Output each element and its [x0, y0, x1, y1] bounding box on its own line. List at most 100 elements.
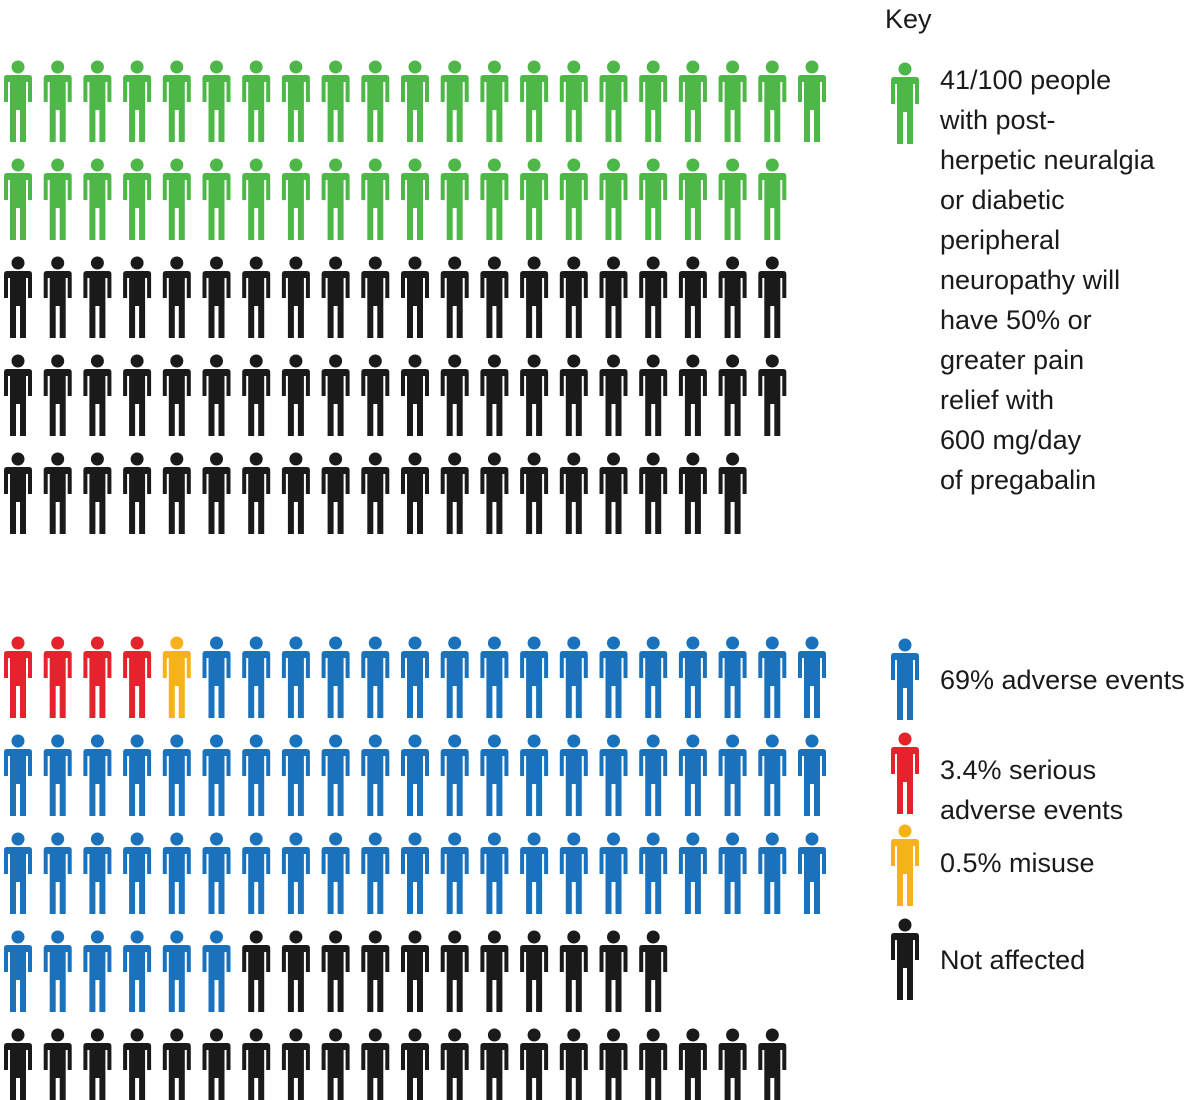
person-icon-chart1-44: [83, 256, 112, 338]
person-icon-chart2-96: [599, 1028, 628, 1100]
person-icon-chart2-7: [242, 636, 271, 718]
person-icon-chart2-25: [123, 734, 152, 816]
person-icon: [891, 824, 919, 906]
person-icon-chart1-43: [43, 256, 72, 338]
person-icon-chart2-23: [43, 734, 72, 816]
person-icon-chart1-5: [162, 60, 191, 142]
person-icon-chart1-68: [242, 354, 271, 436]
person-icon-chart1-41: [758, 158, 787, 240]
person-icon-chart2-61: [718, 832, 747, 914]
person-icon-chart1-48: [242, 256, 271, 338]
person-icon-chart1-6: [202, 60, 231, 142]
person-icon-chart1-62: [4, 354, 32, 436]
person-icon-chart2-19: [718, 636, 747, 718]
person-icon-chart2-4: [123, 636, 152, 718]
person-icon-chart2-73: [361, 930, 390, 1012]
person-icon-chart1-90: [321, 452, 350, 534]
person-icon-chart2-12: [440, 636, 469, 718]
person-icon-chart2-85: [162, 1028, 191, 1100]
person-icon-chart1-30: [321, 158, 350, 240]
person-icon-chart2-62: [758, 832, 787, 914]
key-label-adverse-events: 69% adverse events: [940, 665, 1185, 695]
person-icon: [891, 62, 919, 144]
person-icon: [891, 638, 919, 720]
person-icon-chart1-11: [401, 60, 429, 142]
person-icon-chart2-10: [361, 636, 390, 718]
person-icon-chart2-34: [480, 734, 509, 816]
person-icon-chart1-79: [678, 354, 707, 436]
person-icon-chart2-66: [83, 930, 112, 1012]
person-icon-chart1-23: [43, 158, 72, 240]
person-icon-chart1-57: [599, 256, 628, 338]
person-icon-chart1-65: [123, 354, 152, 436]
person-icon-chart1-80: [718, 354, 747, 436]
person-icon-chart1-9: [321, 60, 350, 142]
key-icon-red: [891, 732, 919, 814]
person-icon-chart2-71: [281, 930, 310, 1012]
person-icon-chart1-3: [83, 60, 112, 142]
person-icon-chart1-72: [401, 354, 429, 436]
person-icon-chart2-33: [440, 734, 469, 816]
person-icon-chart2-88: [281, 1028, 310, 1100]
person-icon-chart1-99: [678, 452, 707, 534]
person-icon-chart1-53: [440, 256, 469, 338]
person-icon-chart2-56: [520, 832, 549, 914]
person-icon: [891, 918, 919, 1000]
person-icon-chart1-58: [639, 256, 668, 338]
person-icon-chart1-28: [242, 158, 271, 240]
person-icon-chart2-89: [321, 1028, 350, 1100]
key-label-serious-adverse-events: 3.4% serious adverse events: [940, 755, 1124, 825]
person-icon-chart1-22: [4, 158, 32, 240]
person-icon-chart2-20: [758, 636, 787, 718]
person-icon-chart1-15: [559, 60, 588, 142]
person-icon-chart2-48: [202, 832, 231, 914]
person-icon-chart2-22: [4, 734, 32, 816]
person-icon-chart2-36: [559, 734, 588, 816]
person-icon-chart1-7: [242, 60, 271, 142]
person-icon-chart1-74: [480, 354, 509, 436]
person-icon-chart1-16: [599, 60, 628, 142]
person-icon-chart1-82: [4, 452, 32, 534]
person-icon-chart2-92: [440, 1028, 469, 1100]
person-icon-chart2-63: [798, 832, 826, 914]
person-icon-chart2-91: [401, 1028, 429, 1100]
key-label-misuse: 0.5% misuse: [940, 848, 1095, 878]
person-icon-chart1-18: [678, 60, 707, 142]
person-icon-chart1-10: [361, 60, 390, 142]
person-icon-chart1-89: [281, 452, 310, 534]
person-icon-chart2-27: [202, 734, 231, 816]
person-icon-chart1-49: [281, 256, 310, 338]
person-icon-chart1-84: [83, 452, 112, 534]
person-icon-chart2-44: [43, 832, 72, 914]
person-icon-chart1-88: [242, 452, 271, 534]
person-icon-chart2-76: [480, 930, 509, 1012]
person-icon-chart2-3: [83, 636, 112, 718]
person-icon-chart1-37: [599, 158, 628, 240]
person-icon-chart1-52: [401, 256, 429, 338]
person-icon-chart2-13: [480, 636, 509, 718]
person-icon-chart1-64: [83, 354, 112, 436]
person-icon-chart1-29: [281, 158, 310, 240]
key-icon-yellow: [891, 824, 919, 906]
person-icon-chart1-83: [43, 452, 72, 534]
person-icon-chart2-83: [83, 1028, 112, 1100]
person-icon-chart1-77: [599, 354, 628, 436]
person-icon-chart1-55: [520, 256, 549, 338]
person-icon-chart2-90: [361, 1028, 390, 1100]
person-icon-chart1-42: [4, 256, 32, 338]
person-icon-chart1-98: [639, 452, 668, 534]
person-icon-chart2-64: [4, 930, 32, 1012]
person-icon-chart1-4: [123, 60, 152, 142]
person-icon-chart2-59: [639, 832, 668, 914]
person-icon-chart2-99: [718, 1028, 747, 1100]
person-icon-chart1-40: [718, 158, 747, 240]
person-icon-chart1-51: [361, 256, 390, 338]
person-icon-chart2-9: [321, 636, 350, 718]
person-icon-chart2-77: [520, 930, 549, 1012]
person-icon-chart2-50: [281, 832, 310, 914]
person-icon-chart1-36: [559, 158, 588, 240]
person-icon-chart1-56: [559, 256, 588, 338]
person-icon-chart2-14: [520, 636, 549, 718]
person-icon-chart2-51: [321, 832, 350, 914]
person-icon-chart1-75: [520, 354, 549, 436]
